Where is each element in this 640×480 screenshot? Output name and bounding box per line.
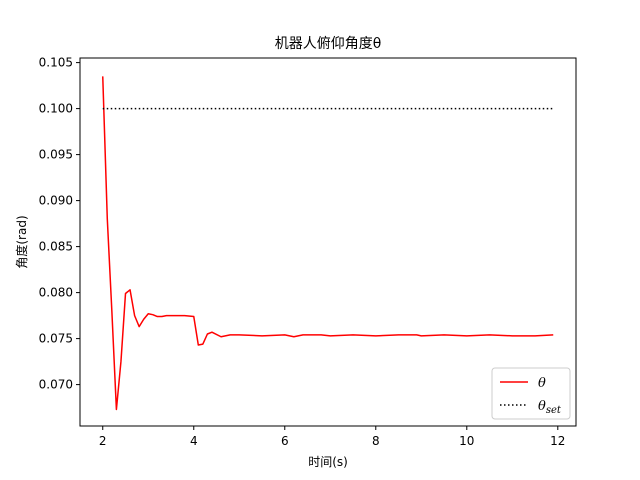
chart-title: 机器人俯仰角度θ [275,36,382,52]
y-tick-label: 0.075 [39,332,73,346]
legend-label-theta-set-sub: set [546,405,562,416]
x-tick-label: 12 [550,434,565,448]
legend-label-theta: θ [538,376,546,391]
x-tick-label: 8 [372,434,380,448]
legend-label-theta-set-base: θ [538,399,546,414]
y-tick-label: 0.090 [39,194,73,208]
y-tick-label: 0.085 [39,240,73,254]
axes-frame [79,57,577,427]
y-tick-label: 0.100 [39,102,73,116]
x-tick-label: 6 [281,434,289,448]
legend: θ θset [491,367,571,420]
legend-label-theta-set: θset [538,399,562,416]
x-axis: 2 4 6 8 10 12 [99,426,565,448]
y-tick-label: 0.095 [39,148,73,162]
legend-box [491,367,571,420]
x-tick-label: 2 [99,434,107,448]
y-tick-label: 0.080 [39,286,73,300]
x-axis-label: 时间(s) [308,455,348,469]
x-tick-label: 4 [190,434,198,448]
y-axis-label: 角度(rad) [14,215,29,268]
y-tick-label: 0.105 [39,56,73,70]
y-axis: 0.070 0.075 0.080 0.085 0.090 0.095 0.100 0.105 [39,56,80,392]
y-tick-label: 0.070 [39,378,73,392]
x-tick-label: 10 [459,434,474,448]
plot-area [102,76,554,411]
series-line-theta [102,76,554,411]
